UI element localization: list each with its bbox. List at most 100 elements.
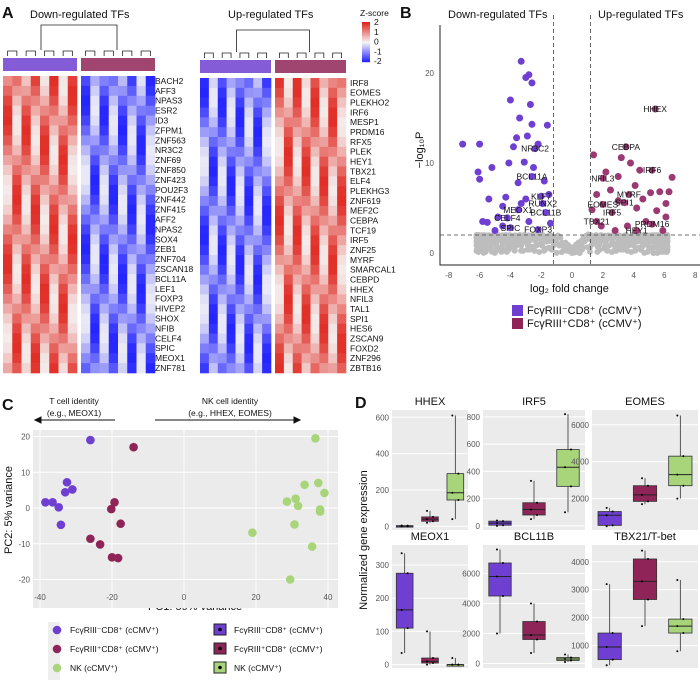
volcano-gene-label: CELF4 [494, 213, 521, 223]
heatmap-cell [253, 137, 263, 148]
zscore-gradient [362, 60, 370, 62]
volcano-point-down [528, 79, 536, 87]
heatmap-cell [58, 105, 69, 116]
heatmap-cell [58, 204, 69, 215]
volcano-point-up [662, 200, 670, 207]
volcano-point-down [476, 175, 484, 183]
gene-label: HIVEP2 [155, 304, 186, 314]
heatmap-cell [310, 264, 320, 275]
volcano-point-down [505, 159, 513, 167]
heatmap-cell [301, 314, 311, 325]
heatmap-cell [208, 87, 219, 98]
heatmap-cell [319, 146, 329, 157]
heatmap-cell [12, 95, 22, 106]
heatmap-cell [30, 363, 41, 374]
heatmap-cell [67, 254, 78, 265]
gene-label: ZNF563 [155, 135, 186, 145]
heatmap-cell [12, 293, 22, 304]
heatmap-cell [292, 343, 302, 354]
gene-label: CEBPD [350, 275, 379, 285]
heatmap-cell [200, 127, 210, 138]
zscore-gradient [362, 23, 370, 25]
boxplot-ytick: 200 [376, 486, 390, 495]
gene-label: SMARCAL1 [350, 265, 396, 275]
heatmap-cell [292, 304, 302, 315]
zscore-legend-title: Z-score [360, 8, 389, 18]
heatmap-cell [328, 304, 338, 315]
heatmap-cell [40, 343, 50, 354]
boxplot-point [676, 578, 679, 581]
gene-label: EOMES [350, 88, 381, 98]
pca-point [41, 497, 50, 507]
volcano-point-ns [524, 246, 531, 253]
volcano-point-up [593, 191, 601, 198]
heatmap-cell [67, 85, 78, 97]
heatmap-cell [328, 294, 338, 305]
heatmap-cell [262, 97, 272, 108]
heatmap-cell [292, 186, 302, 197]
gene-label: NFIB [155, 323, 175, 333]
heatmap-cell [67, 303, 78, 314]
heatmap-cell [108, 323, 119, 334]
heatmap-cell [337, 156, 347, 167]
heatmap-cell [310, 235, 320, 246]
boxplot-point [641, 477, 643, 480]
heatmap-cell [40, 264, 50, 275]
boxplot-point [641, 625, 643, 628]
zscore-gradient [362, 27, 370, 29]
heatmap-cell [244, 314, 254, 325]
heatmap-cell [145, 145, 156, 156]
gene-label: ZNF69 [155, 155, 181, 165]
dendrogram-leaf [122, 50, 133, 56]
pca-point [291, 494, 300, 504]
heatmap-cell [118, 274, 128, 285]
boxplot-box [556, 449, 580, 487]
dendrogram-leaf [25, 50, 36, 56]
boxplot-point [605, 525, 608, 528]
heatmap-cell [30, 313, 41, 324]
boxplot-point [502, 520, 504, 523]
heatmap-cell [108, 214, 119, 225]
heatmap-cell [118, 105, 128, 116]
gene-label: ZNF850 [155, 165, 186, 175]
heatmap-cell [21, 234, 32, 245]
volcano-point-down [543, 121, 551, 129]
boxplot-point [406, 627, 409, 630]
volcano-point-down [526, 101, 534, 108]
heatmap-cell [127, 254, 137, 265]
gene-label: MYRF [350, 255, 374, 265]
heatmap-cell [30, 214, 41, 225]
heatmap-up-title: Up-regulated TFs [228, 9, 314, 21]
heatmap-cell [283, 97, 294, 108]
heatmap-cell [283, 166, 294, 177]
gene-label: SHOX [155, 314, 179, 324]
heatmap-cell [283, 225, 294, 236]
heatmap-cell [226, 294, 236, 305]
heatmap-cell [3, 115, 13, 126]
heatmap-cell [337, 176, 347, 187]
heatmap-cell [292, 146, 302, 157]
heatmap-cell [319, 196, 329, 207]
boxplot-point [676, 650, 679, 653]
heatmap-cell [244, 294, 254, 305]
heatmap-cell [49, 343, 59, 354]
volcano-point-down [494, 213, 502, 221]
heatmap-cell [208, 176, 219, 187]
heatmap-cell [337, 107, 347, 118]
heatmap-cell [99, 313, 110, 324]
heatmap-cell [262, 255, 272, 266]
gene-label: IRF8 [350, 78, 369, 88]
heatmap-cell [136, 175, 147, 186]
heatmap-cell [200, 235, 210, 246]
heatmap-cell [99, 76, 110, 87]
zscore-gradient [362, 29, 370, 31]
gene-label: TCF19 [350, 225, 376, 235]
dendrogram-leaf [279, 52, 289, 58]
heatmap-cell [217, 363, 227, 374]
heatmap-cell [253, 323, 263, 334]
volcano-point-ns [593, 240, 600, 247]
heatmap-cell [3, 283, 13, 295]
heatmap-cell [145, 135, 156, 146]
boxplot-point [570, 659, 572, 662]
dendrogram-leaf [44, 50, 55, 56]
